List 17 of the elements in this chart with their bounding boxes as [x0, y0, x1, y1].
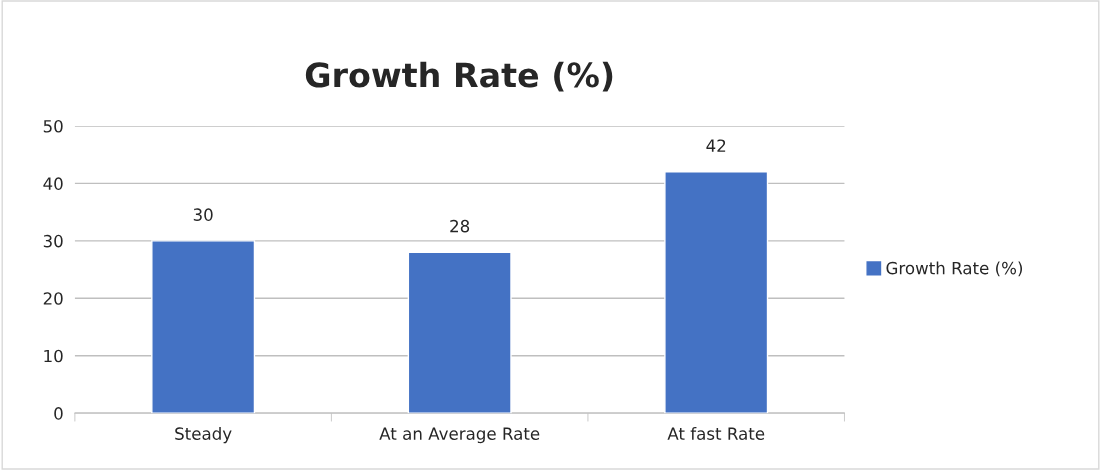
- y-tick-label: 50: [43, 119, 63, 133]
- data-label: 28: [450, 219, 470, 233]
- legend-label: Growth Rate (%): [886, 261, 1023, 277]
- bar: [664, 171, 769, 414]
- y-tick-label: 40: [43, 177, 63, 190]
- chart-title: Growth Rate (%): [305, 61, 613, 92]
- x-tick-label: At fast Rate: [667, 427, 765, 440]
- data-label: 42: [706, 139, 726, 152]
- y-tick-label: 10: [44, 349, 63, 363]
- bar: [407, 251, 512, 414]
- x-tick-label: Steady: [175, 427, 232, 444]
- y-tick-label: 20: [43, 292, 63, 305]
- y-tick-label: 0: [54, 407, 63, 420]
- x-tick-label: At an Average Rate: [379, 427, 540, 444]
- bar: [151, 240, 256, 414]
- y-tick-label: 30: [43, 234, 63, 248]
- data-label: 30: [193, 208, 213, 221]
